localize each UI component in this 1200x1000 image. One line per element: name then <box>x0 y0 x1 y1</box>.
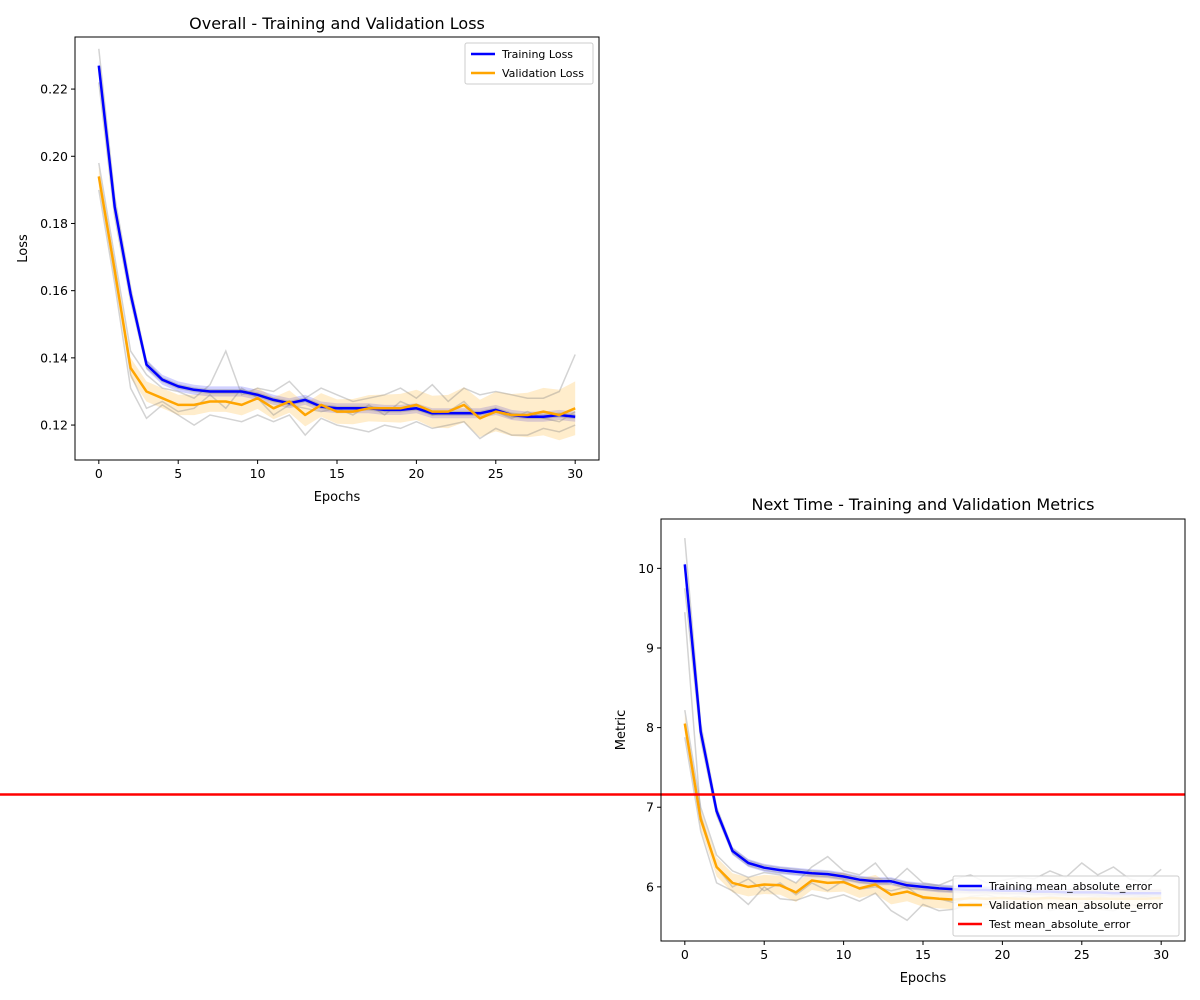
x-tick-label: 0 <box>95 466 103 481</box>
x-axis-label: Epochs <box>314 490 361 505</box>
plot-frame <box>660 518 1186 942</box>
x-tick-label: 15 <box>329 466 345 481</box>
chart-overall-loss: 0 5 10 15 20 25 30 0.12 0.14 0.16 0.18 0.20 0.22 Ov… <box>16 14 600 505</box>
x-tick-label: 5 <box>174 466 182 481</box>
y-tick-label: 0.14 <box>40 350 68 365</box>
legend-label-test-mae: Test mean_absolute_error <box>988 918 1131 931</box>
x-axis-label: Epochs <box>900 971 947 986</box>
x-tick-label: 20 <box>994 947 1010 962</box>
y-tick-label: 0.22 <box>40 82 68 97</box>
band-1 <box>98 166 576 441</box>
y-tick-label: 0.16 <box>40 283 68 298</box>
series-line-0 <box>97 65 576 418</box>
legend-label-validation-mae: Validation mean_absolute_error <box>989 899 1163 912</box>
y-tick-label: 7 <box>646 800 654 815</box>
y-tick-label: 0.18 <box>40 216 68 231</box>
x-tick-label: 25 <box>1074 947 1090 962</box>
chart-next-time-metrics: 0 5 10 15 20 25 30 6 7 8 9 10 Next Time - Training… <box>0 495 1186 986</box>
x-tick-label: 30 <box>1153 947 1169 962</box>
y-axis-label: Loss <box>16 234 31 263</box>
x-tick-label: 10 <box>250 466 266 481</box>
chart-title: Overall - Training and Validation Loss <box>189 14 485 33</box>
run-line-1-0 <box>98 162 576 403</box>
x-tick-label: 15 <box>915 947 931 962</box>
legend-label-training-loss: Training Loss <box>501 48 573 61</box>
x-tick-label: 20 <box>408 466 424 481</box>
y-tick-label: 0.12 <box>40 418 68 433</box>
run-line-1-1 <box>98 189 576 440</box>
chart-title: Next Time - Training and Validation Metr… <box>751 495 1094 514</box>
legend-label-training-mae: Training mean_absolute_error <box>988 880 1152 893</box>
y-tick-label: 8 <box>646 720 654 735</box>
y-tick-label: 0.20 <box>40 149 68 164</box>
x-tick-label: 5 <box>760 947 768 962</box>
x-tick-label: 30 <box>567 466 583 481</box>
legend-label-validation-loss: Validation Loss <box>502 67 584 80</box>
run-line-0-0 <box>98 48 576 416</box>
legend: Training mean_absolute_error Validation … <box>952 875 1180 937</box>
y-tick-label: 9 <box>646 640 654 655</box>
legend-frame <box>952 875 1180 937</box>
x-tick-label: 10 <box>836 947 852 962</box>
legend: Training Loss Validation Loss <box>464 42 594 85</box>
y-tick-label: 10 <box>638 561 654 576</box>
legend-frame <box>464 42 594 85</box>
x-tick-label: 25 <box>488 466 504 481</box>
run-line-1-0 <box>684 709 1162 887</box>
series-line-1 <box>97 176 576 420</box>
y-tick-label: 6 <box>646 879 654 894</box>
y-axis-label: Metric <box>614 710 629 750</box>
x-tick-label: 0 <box>681 947 689 962</box>
